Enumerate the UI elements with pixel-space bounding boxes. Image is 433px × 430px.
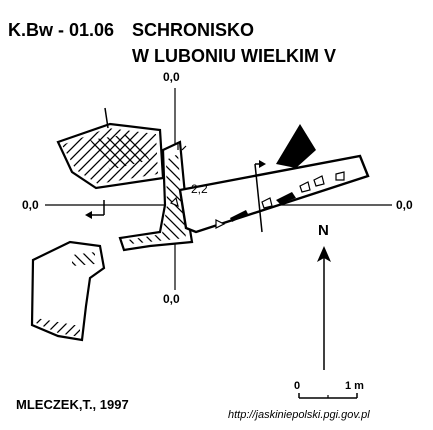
entrance-corridor [118,140,194,252]
datum-label-left: 0,0 [22,198,39,212]
scale-bar [298,393,358,399]
height-mark: 2,2 [191,182,208,196]
north-arrow [317,246,331,370]
source-url[interactable]: http://jaskiniepolski.pgi.gov.pl [228,409,370,421]
datum-label-right: 0,0 [396,198,413,212]
scale-end-label: 1 m [345,380,364,392]
cave-name-line2: W LUBONIU WIELKIM V [132,46,336,66]
north-label: N [318,222,329,239]
datum-label-top: 0,0 [163,70,180,84]
rock-outcrop-upper [56,107,165,190]
rock-fragment [276,124,316,168]
cave-passage [169,154,370,234]
scale-start-label: 0 [294,380,301,392]
datum-label-bottom: 0,0 [163,292,180,306]
author-credit: MLECZEK,T., 1997 [16,397,129,412]
cave-code: K.Bw - 01.06 [8,20,115,40]
cave-name-line1: SCHRONISKO [132,20,255,40]
section-arrow-left [85,200,105,219]
rock-block-lower [30,240,106,342]
section-arrow-right [254,160,266,233]
